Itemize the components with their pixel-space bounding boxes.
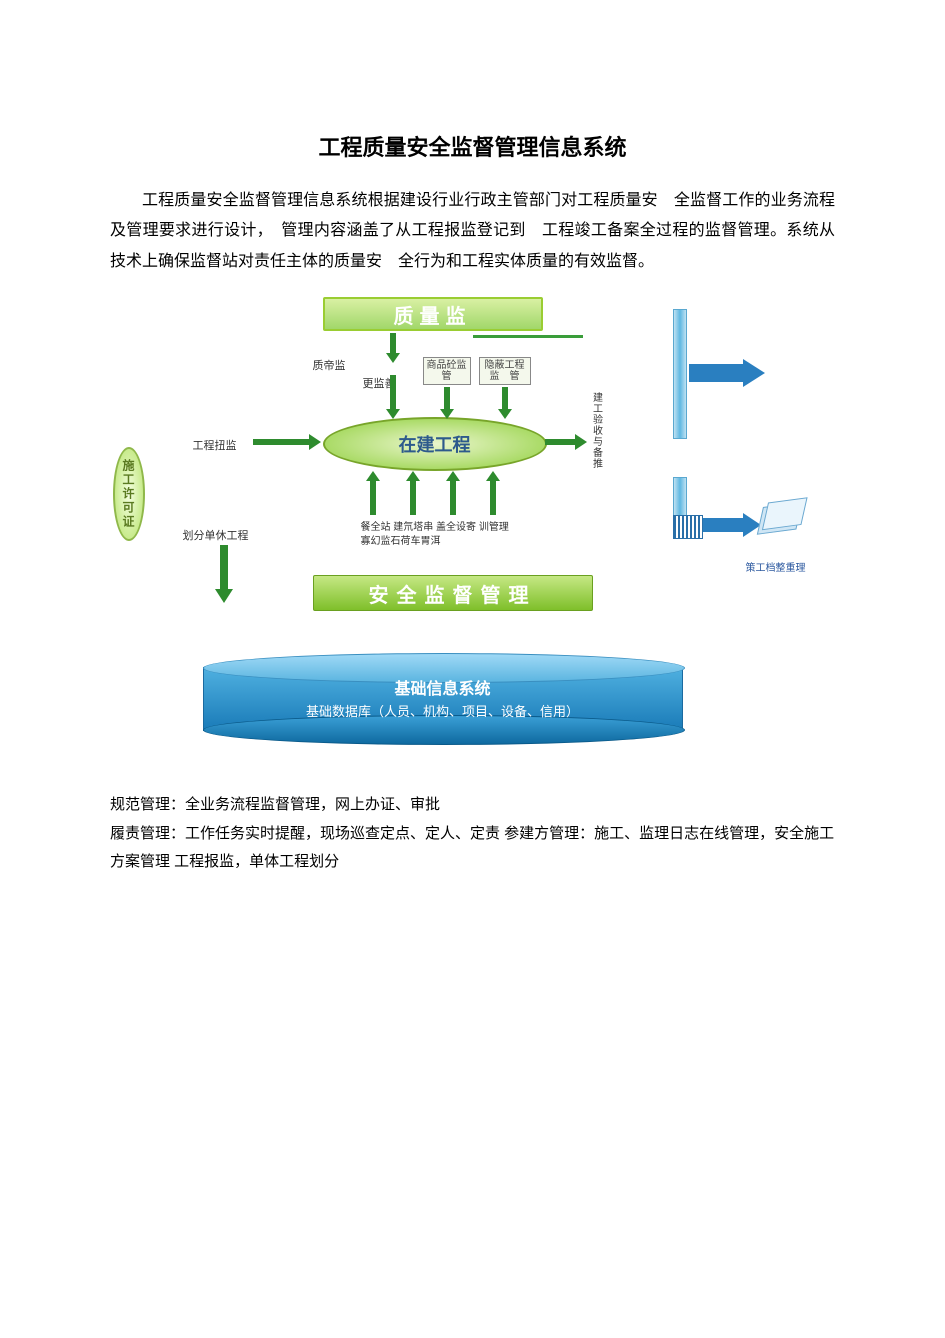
system-diagram: 质量监 商品砼监管 隐蔽工程监 管 质帝监 更监善 工程扭监 划分单休工程 在建… bbox=[113, 297, 833, 777]
underline-bar bbox=[473, 335, 583, 338]
label-gongchengniu: 工程扭监 bbox=[193, 437, 237, 453]
node-label: 商品砼监管 bbox=[426, 360, 468, 382]
node-hidden-project: 隐蔽工程监 管 bbox=[479, 357, 531, 385]
node-base-info-system: 基础信息系统 基础数据库（人员、机构、项目、设备、信用） bbox=[203, 667, 683, 731]
label-small-items-2: 寡幻监石荷车胃洱 bbox=[361, 535, 441, 548]
label-huafen: 划分单休工程 bbox=[183, 527, 249, 543]
label-zhidijian: 质帝监 bbox=[313, 357, 346, 373]
document-page: 工程质量安全监督管理信息系统 工程质量安全监督管理信息系统根据建设行业行政主管部… bbox=[0, 0, 945, 1338]
node-label: 隐蔽工程监 管 bbox=[482, 360, 528, 382]
vbar-top bbox=[673, 309, 687, 439]
barcode-icon bbox=[673, 515, 703, 539]
book-caption: 策工档整重理 bbox=[731, 559, 821, 574]
intro-paragraph: 工程质量安全监督管理信息系统根据建设行业行政主管部门对工程质量安 全监督工作的业… bbox=[110, 186, 835, 277]
bullet-line-2: 履责管理：工作任务实时提醒，现场巡查定点、定人、定责 参建方管理：施工、监理日志… bbox=[110, 820, 835, 877]
node-label: 施工许可证 bbox=[120, 459, 137, 529]
node-quality-supervision: 质量监 bbox=[323, 297, 543, 331]
node-safety-supervision: 安全监督管理 bbox=[313, 575, 593, 611]
label-small-items-1: 餐全站 建氘塔串 盖全设寄 训管理 bbox=[361, 521, 509, 534]
page-title: 工程质量安全监督管理信息系统 bbox=[110, 130, 835, 162]
cylinder-subtitle: 基础数据库（人员、机构、项目、设备、信用） bbox=[203, 701, 683, 720]
bullet-line-1: 规范管理：全业务流程监督管理，网上办证、审批 bbox=[110, 791, 835, 820]
node-label: 质量监 bbox=[394, 300, 472, 329]
node-label: 在建工程 bbox=[399, 431, 471, 457]
node-commodity-concrete: 商品砼监管 bbox=[423, 357, 471, 385]
node-construction-permit: 施工许可证 bbox=[113, 447, 145, 541]
node-in-progress-project: 在建工程 bbox=[323, 417, 547, 471]
node-label: 安全监督管理 bbox=[369, 579, 537, 608]
label-acceptance-filing: 建工验收与备推 bbox=[589, 392, 604, 469]
bullets-block: 规范管理：全业务流程监督管理，网上办证、审批 履责管理：工作任务实时提醒，现场巡… bbox=[110, 791, 835, 877]
cylinder-title: 基础信息系统 bbox=[203, 675, 683, 699]
